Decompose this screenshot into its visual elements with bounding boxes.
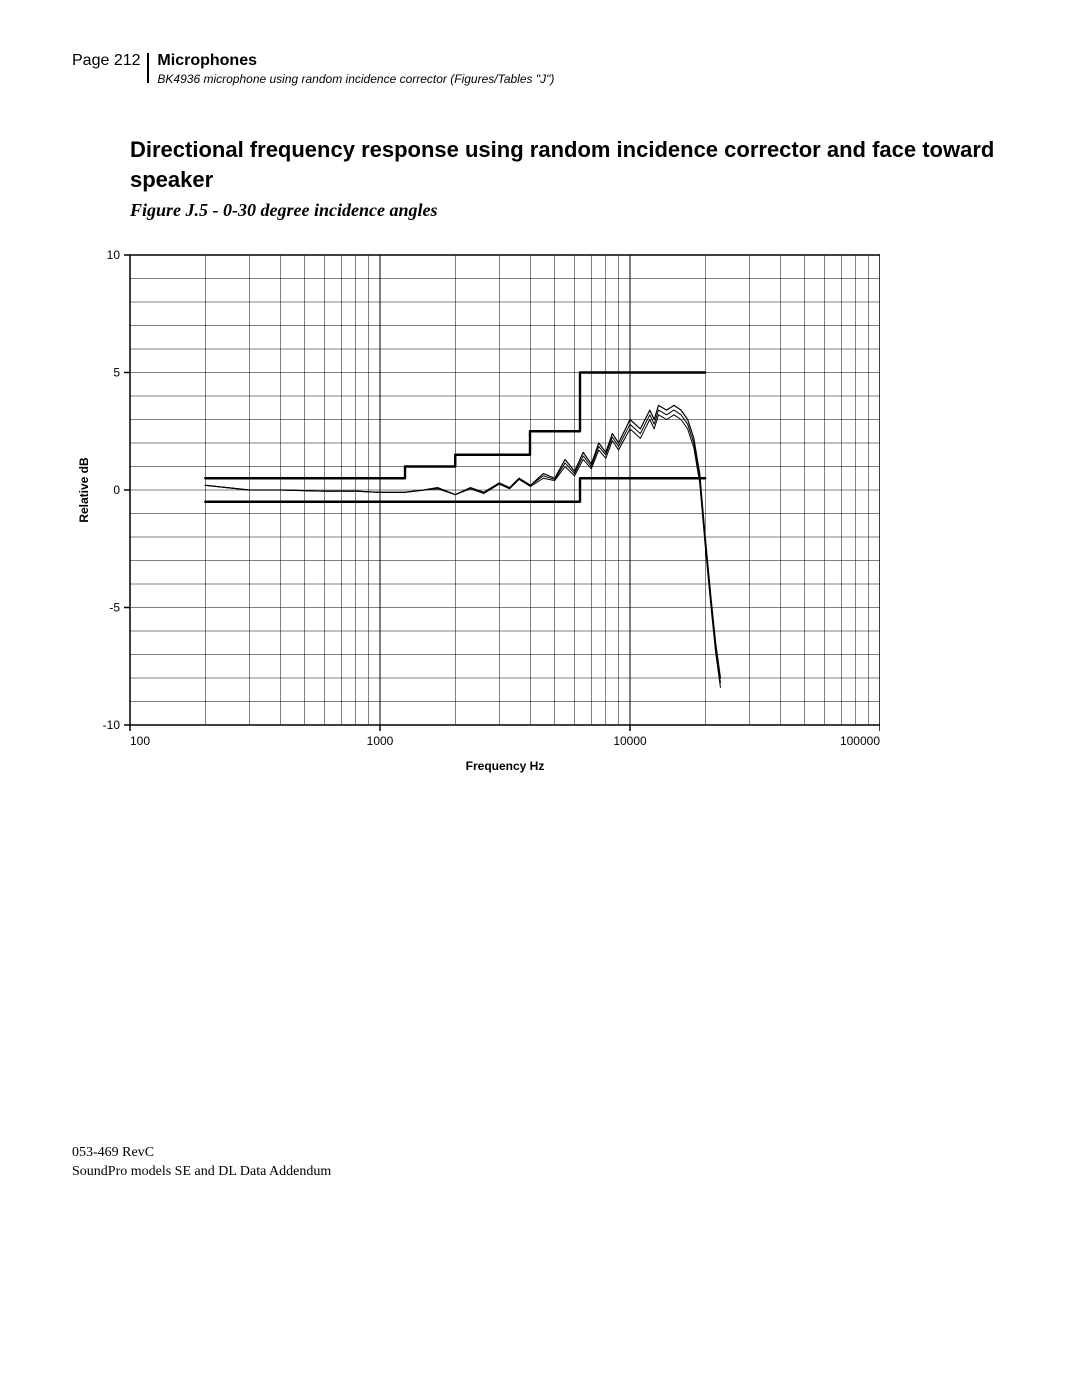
header-divider (147, 53, 149, 83)
chart-main-title: Directional frequency response using ran… (130, 135, 1000, 194)
section-subtitle: BK4936 microphone using random incidence… (157, 72, 554, 86)
title-block: Directional frequency response using ran… (130, 135, 1000, 221)
page-number: Page 212 (72, 52, 141, 70)
document-name: SoundPro models SE and DL Data Addendum (72, 1162, 331, 1182)
page-header: Page 212 Microphones BK4936 microphone u… (72, 52, 992, 86)
svg-text:100000: 100000 (840, 734, 880, 748)
svg-text:-10: -10 (103, 718, 121, 732)
svg-text:Frequency Hz: Frequency Hz (466, 759, 545, 773)
header-text-block: Microphones BK4936 microphone using rand… (157, 52, 554, 86)
svg-text:Relative dB: Relative dB (77, 457, 91, 523)
svg-text:10: 10 (107, 248, 121, 262)
section-title: Microphones (157, 52, 554, 70)
page-footer: 053-469 RevC SoundPro models SE and DL D… (72, 1143, 331, 1182)
document-page: Page 212 Microphones BK4936 microphone u… (0, 0, 1080, 1397)
svg-text:5: 5 (113, 366, 120, 380)
document-revision: 053-469 RevC (72, 1143, 331, 1163)
figure-caption: Figure J.5 - 0-30 degree incidence angle… (130, 200, 1000, 221)
frequency-response-chart: -10 -5 0 5 10 100 1000 10000 100000 Frequency Hz R… (70, 240, 880, 780)
svg-text:-5: -5 (109, 601, 120, 615)
svg-text:1000: 1000 (367, 734, 394, 748)
svg-text:0: 0 (113, 483, 120, 497)
chart-svg: -10 -5 0 5 10 100 1000 10000 100000 Frequency Hz R… (70, 240, 880, 780)
svg-text:100: 100 (130, 734, 150, 748)
svg-text:10000: 10000 (613, 734, 647, 748)
